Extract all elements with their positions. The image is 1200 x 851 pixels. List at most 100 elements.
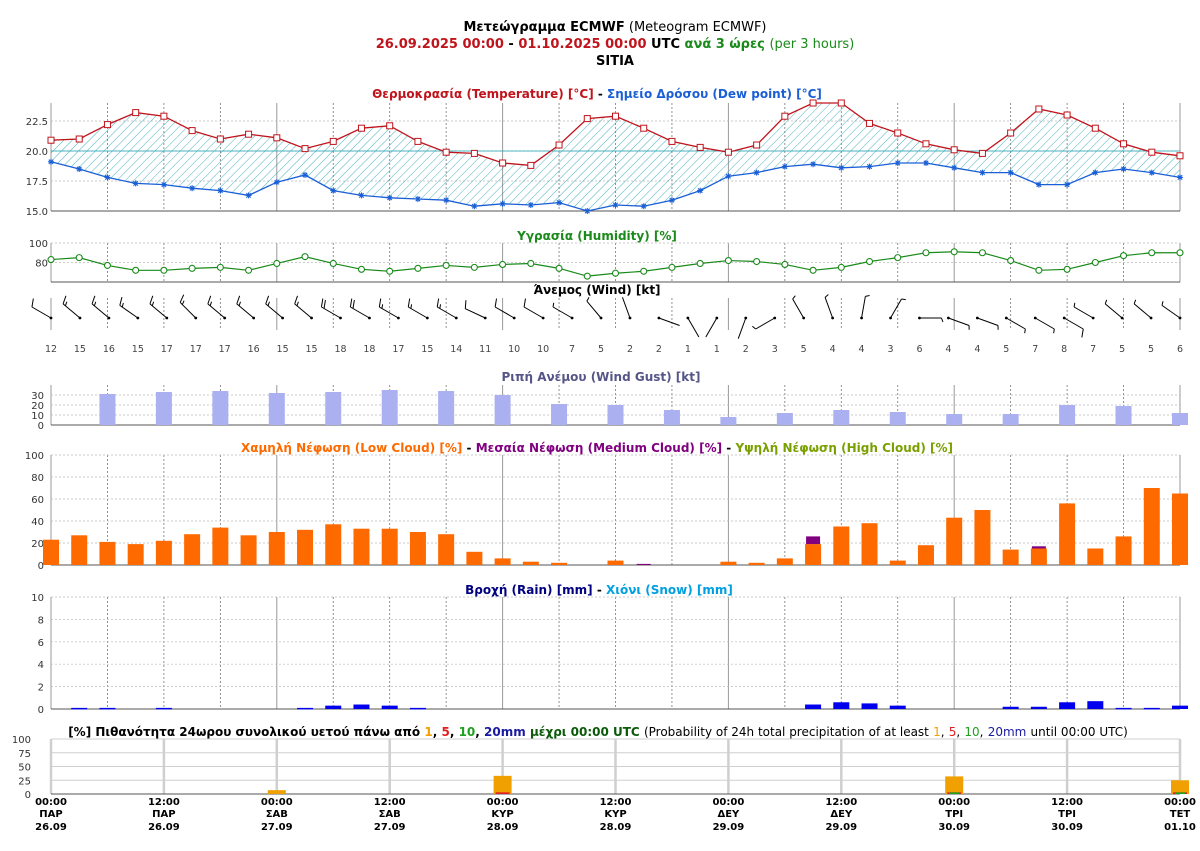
humidity-point bbox=[978, 249, 986, 257]
prob-bar-10mm bbox=[1175, 792, 1185, 794]
wind-speed-label: 14 bbox=[450, 344, 462, 355]
x-axis-day-label: ΔΕΥ bbox=[717, 809, 740, 820]
gust-bar bbox=[99, 394, 116, 425]
wind-barb-flag bbox=[523, 298, 526, 308]
x-axis-day-label: ΣΑΒ bbox=[379, 809, 401, 820]
gust-bar bbox=[494, 395, 511, 425]
wind-barb-shaft bbox=[586, 300, 602, 319]
wind-barb-flag bbox=[91, 295, 96, 305]
gust-bar bbox=[438, 391, 455, 425]
dewpoint-point bbox=[386, 194, 393, 201]
humidity-point bbox=[555, 264, 563, 272]
low-cloud-bar bbox=[184, 534, 201, 565]
wind-barb-half-flag bbox=[1073, 302, 1076, 308]
low-cloud-bar bbox=[1172, 493, 1188, 565]
dewpoint-point bbox=[1177, 174, 1183, 181]
dewpoint-point bbox=[922, 160, 929, 166]
prob-bar-1mm bbox=[267, 790, 286, 794]
temperature-point bbox=[950, 146, 958, 154]
wind-barb-flag bbox=[323, 299, 326, 309]
x-axis-day-label: ΚΥΡ bbox=[604, 809, 626, 820]
wind-barb-shaft bbox=[755, 317, 775, 330]
temperature-point bbox=[414, 137, 422, 145]
temp-panel-title: Θερμοκρασία (Temperature) [°C] - Σημείο … bbox=[372, 87, 822, 101]
temperature-point bbox=[103, 121, 111, 129]
gust-bar bbox=[833, 410, 850, 425]
dewpoint-point bbox=[979, 169, 986, 176]
temperature-point bbox=[1120, 140, 1128, 148]
rain-bar bbox=[1143, 707, 1160, 710]
temperature-point bbox=[1035, 105, 1043, 113]
chart-date-range: 26.09.2025 00:00 - 01.10.2025 00:00 UTC … bbox=[376, 37, 855, 52]
temperature-point bbox=[978, 149, 986, 157]
x-axis-date-label: 30.09 bbox=[1051, 822, 1083, 833]
temperature-point bbox=[527, 161, 535, 169]
precip-ytick-label: 6 bbox=[38, 638, 44, 649]
cloud-ytick-label: 40 bbox=[31, 517, 44, 528]
dewpoint-point bbox=[245, 192, 252, 199]
temperature-point bbox=[640, 124, 648, 132]
temperature-point bbox=[753, 141, 761, 149]
humidity-point bbox=[357, 265, 366, 273]
gust-bar bbox=[607, 405, 624, 425]
wind-speed-label: 7 bbox=[1032, 344, 1038, 355]
low-cloud-bar bbox=[409, 532, 426, 565]
x-axis-time-label: 00:00 bbox=[938, 797, 970, 808]
wind-barb-half-flag bbox=[151, 301, 155, 306]
temperature-point bbox=[1176, 152, 1184, 160]
wind-speed-label: 4 bbox=[859, 344, 865, 355]
temperature-point bbox=[329, 137, 337, 145]
wind-barb-flag bbox=[207, 295, 212, 305]
dewpoint-point bbox=[640, 203, 647, 210]
wind-speed-label: 3 bbox=[887, 344, 893, 355]
x-axis-date-label: 28.09 bbox=[487, 822, 519, 833]
wind-barb-half-flag bbox=[1161, 301, 1164, 306]
dewpoint-point bbox=[697, 187, 704, 194]
low-cloud-bar bbox=[748, 562, 765, 565]
low-cloud-bar bbox=[889, 560, 906, 565]
low-cloud-bar bbox=[1143, 488, 1160, 565]
wind-barb-shaft bbox=[861, 296, 866, 319]
wind-barb-half-flag bbox=[940, 317, 944, 323]
wind-speed-label: 15 bbox=[305, 344, 317, 355]
wind-barb-half-flag bbox=[439, 304, 442, 309]
wind-speed-label: 1 bbox=[714, 344, 720, 355]
gust-bar bbox=[551, 404, 568, 425]
wind-speed-label: 16 bbox=[103, 344, 115, 355]
temperature-point bbox=[442, 148, 450, 156]
low-cloud-bar bbox=[240, 535, 257, 565]
wind-speed-label: 6 bbox=[1177, 344, 1183, 355]
wind-barb-shaft bbox=[408, 306, 428, 319]
x-axis-time-label: 12:00 bbox=[148, 797, 180, 808]
humidity-ytick-label: 80 bbox=[35, 259, 48, 270]
gust-bar bbox=[1059, 405, 1076, 425]
x-axis-date-label: 01.10 bbox=[1164, 822, 1196, 833]
humidity-point bbox=[160, 266, 168, 274]
dewpoint-point bbox=[330, 187, 337, 194]
wind-barb-half-flag bbox=[901, 298, 906, 301]
wind-barb-half-flag bbox=[181, 300, 185, 305]
dewpoint-point bbox=[810, 161, 817, 168]
prob-ytick-label: 100 bbox=[12, 735, 31, 746]
temp-dewpoint-spread-area bbox=[51, 103, 1180, 211]
dewpoint-point bbox=[160, 181, 167, 188]
wind-speed-label: 18 bbox=[334, 344, 346, 355]
dewpoint-point bbox=[527, 202, 534, 208]
x-axis-time-label: 12:00 bbox=[374, 797, 406, 808]
wind-barb-half-flag bbox=[792, 295, 796, 300]
temperature-point bbox=[668, 137, 676, 145]
x-axis-day-label: ΠΑΡ bbox=[152, 809, 175, 820]
temperature-point bbox=[1148, 148, 1156, 156]
dewpoint-point bbox=[104, 174, 111, 181]
dewpoint-point bbox=[1120, 166, 1127, 172]
wind-speed-label: 2 bbox=[627, 344, 633, 355]
dewpoint-point bbox=[132, 180, 139, 187]
humidity-point bbox=[47, 256, 55, 264]
low-cloud-bar bbox=[494, 558, 511, 565]
wind-speed-label: 5 bbox=[1148, 344, 1154, 355]
dewpoint-point bbox=[48, 158, 54, 165]
wind-barb-half-flag bbox=[1133, 299, 1137, 305]
wind-barb-shaft bbox=[149, 303, 168, 319]
wind-barb-half-flag bbox=[586, 297, 590, 302]
wind-speed-label: 12 bbox=[45, 344, 57, 355]
